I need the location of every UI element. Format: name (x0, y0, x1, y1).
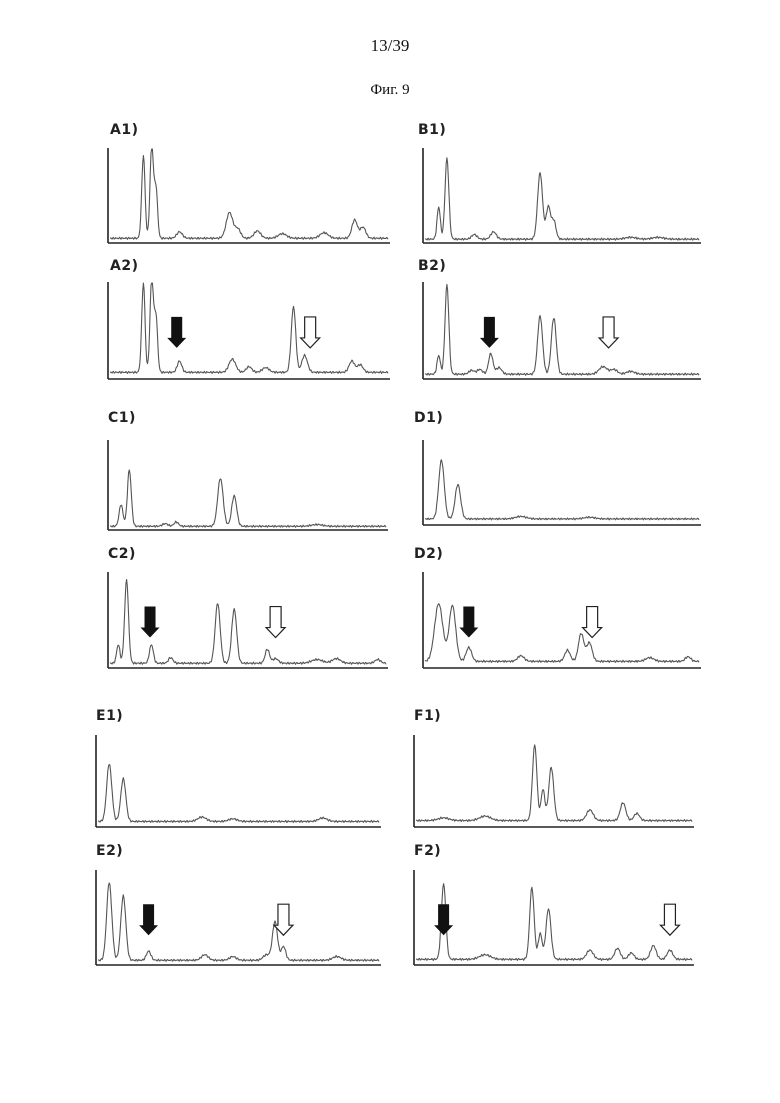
open-arrow-icon (599, 317, 618, 348)
panel-label: D2) (414, 546, 443, 562)
panel-label: A2) (110, 258, 138, 274)
open-arrow-icon (583, 607, 602, 638)
chromatogram-trace (425, 158, 699, 241)
chromatogram-a1 (108, 148, 390, 243)
panel-label: E2) (96, 843, 123, 859)
chromatogram-trace (110, 283, 388, 373)
open-arrow-icon (266, 607, 285, 638)
chromatogram-c1 (108, 440, 388, 530)
chromatogram-trace (416, 745, 692, 822)
chromatogram-trace (110, 470, 386, 527)
panel-label: E1) (96, 708, 123, 724)
filled-arrow-icon (434, 904, 453, 935)
panel-label: D1) (414, 410, 443, 426)
panel-label: C1) (108, 410, 136, 426)
panel-label: B2) (418, 258, 446, 274)
figure-title: Фиг. 9 (0, 82, 780, 99)
chromatogram-e1 (96, 735, 381, 827)
chromatogram-trace (98, 883, 379, 961)
chromatogram-trace (416, 884, 692, 961)
chromatogram-b2 (423, 282, 701, 379)
filled-arrow-icon (459, 607, 478, 638)
filled-arrow-icon (480, 317, 499, 348)
panel-label: F2) (414, 843, 441, 859)
panel-label: C2) (108, 546, 136, 562)
chromatogram-trace (110, 149, 388, 239)
filled-arrow-icon (167, 317, 186, 348)
chromatogram-e2 (96, 870, 381, 965)
filled-arrow-icon (141, 607, 160, 638)
panel-label: F1) (414, 708, 441, 724)
page-number: 13/39 (0, 36, 780, 56)
chromatogram-d2 (423, 572, 701, 668)
chromatogram-trace (98, 765, 379, 823)
open-arrow-icon (660, 904, 679, 935)
panel-label: B1) (418, 122, 446, 138)
chromatogram-d1 (423, 440, 701, 525)
chromatogram-f1 (414, 735, 694, 827)
chromatogram-b1 (423, 148, 701, 243)
panel-label: A1) (110, 122, 138, 138)
chromatogram-c2 (108, 572, 388, 668)
chromatogram-f2 (414, 870, 694, 965)
filled-arrow-icon (139, 904, 158, 935)
open-arrow-icon (301, 317, 320, 348)
chromatogram-trace (425, 460, 699, 520)
chromatogram-a2 (108, 282, 390, 379)
chromatogram-trace (425, 284, 699, 375)
